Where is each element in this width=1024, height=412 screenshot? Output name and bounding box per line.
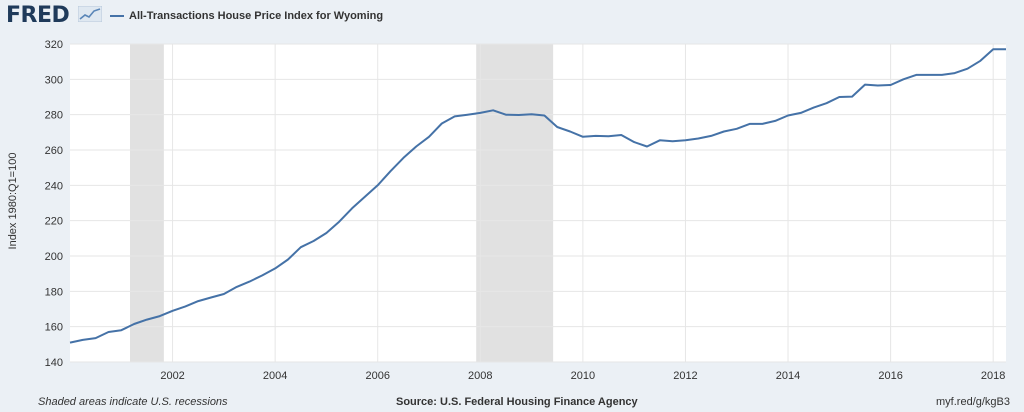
y-tick-label: 140 <box>45 357 63 369</box>
trend-line-icon <box>78 6 102 22</box>
y-tick-label: 220 <box>45 216 63 228</box>
chart-footer: Shaded areas indicate U.S. recessions So… <box>0 394 1024 412</box>
y-tick-label: 320 <box>45 39 63 51</box>
legend-swatch <box>110 15 124 17</box>
fred-logo[interactable]: FRED <box>6 3 70 28</box>
x-tick-label: 2018 <box>981 370 1005 382</box>
recession-note: Shaded areas indicate U.S. recessions <box>38 396 228 408</box>
recession-bands <box>130 44 554 362</box>
y-tick-label: 200 <box>45 251 63 263</box>
series-line <box>69 48 1006 344</box>
x-tick-labels: 2002 2004 2006 2008 2010 2012 2014 2016 2018 <box>160 370 1005 382</box>
x-tick-label: 2016 <box>878 370 902 382</box>
x-tick-label: 2012 <box>673 370 697 382</box>
x-tick-label: 2002 <box>160 370 184 382</box>
source-label: Source: U.S. Federal Housing Finance Age… <box>396 396 638 408</box>
data-series <box>69 48 1006 344</box>
x-tick-label: 2010 <box>571 370 595 382</box>
y-tick-label: 240 <box>45 180 63 192</box>
y-tick-label: 180 <box>45 286 63 298</box>
short-link[interactable]: myf.red/g/kgB3 <box>936 396 1010 408</box>
chart-legend[interactable]: All-Transactions House Price Index for W… <box>110 10 383 22</box>
grid-lines <box>70 43 1006 363</box>
y-tick-label: 280 <box>45 110 63 122</box>
y-tick-labels: 140 160 180 200 220 240 260 280 300 320 <box>45 39 63 369</box>
x-tick-label: 2014 <box>776 370 800 382</box>
chart-header: FRED All-Transactions House Price Index … <box>0 0 1024 36</box>
y-tick-label: 260 <box>45 145 63 157</box>
recession-band <box>476 44 554 362</box>
y-tick-label: 300 <box>45 74 63 86</box>
legend-series-label: All-Transactions House Price Index for W… <box>129 10 384 22</box>
x-tick-label: 2008 <box>468 370 492 382</box>
x-tick-label: 2004 <box>263 370 287 382</box>
y-tick-label: 160 <box>45 322 63 334</box>
recession-band <box>130 44 164 362</box>
x-tick-label: 2006 <box>365 370 389 382</box>
